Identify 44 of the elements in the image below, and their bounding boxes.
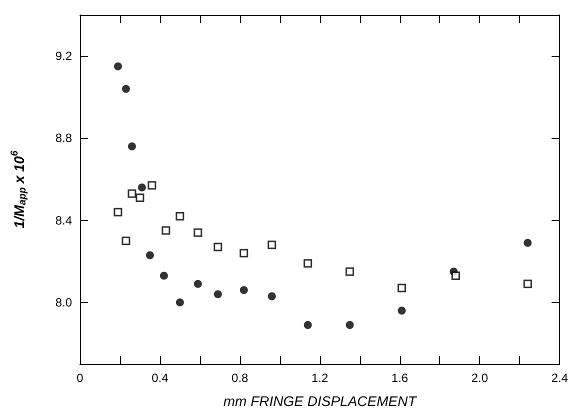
point — [146, 251, 154, 260]
point — [194, 228, 202, 237]
y-tick-label: 8.0 — [55, 295, 72, 310]
point — [176, 298, 184, 306]
point — [160, 272, 168, 280]
point — [128, 142, 136, 150]
point — [268, 240, 276, 250]
point — [268, 292, 276, 300]
x-tick-label: 2.0 — [471, 371, 488, 385]
point — [128, 189, 136, 198]
x-tick-label: 1.6 — [391, 371, 408, 385]
x-tick-label: 0.4 — [152, 371, 169, 385]
x-axis-title: mm FRINGE DISPLACEMENT — [223, 393, 418, 409]
point — [136, 193, 144, 202]
x-tick-label: 1.2 — [311, 371, 328, 385]
point — [122, 84, 130, 93]
point — [304, 259, 312, 268]
point — [176, 212, 184, 220]
x-tick-label: 0 — [76, 371, 84, 385]
point — [240, 286, 248, 294]
point — [214, 290, 222, 298]
point — [523, 280, 532, 288]
point — [162, 226, 170, 235]
y-tick-label: 8.4 — [55, 213, 72, 228]
point — [114, 62, 122, 70]
x-tick-label: 2.4 — [551, 371, 568, 385]
y-tick-label: 9.2 — [55, 49, 72, 64]
point — [304, 320, 312, 329]
point — [194, 280, 202, 288]
point — [240, 248, 248, 258]
y-tick-label: 8.8 — [55, 131, 72, 146]
point — [398, 306, 406, 315]
point — [398, 284, 406, 292]
point — [346, 267, 354, 276]
point — [451, 271, 460, 280]
y-axis-title: 1/Mapp x 106 — [10, 150, 28, 228]
point — [148, 181, 156, 190]
point — [214, 242, 222, 252]
point — [122, 236, 130, 246]
point — [114, 208, 122, 216]
point — [524, 238, 532, 247]
point — [138, 183, 146, 192]
point — [346, 320, 354, 329]
x-tick-label: 0.8 — [232, 371, 249, 385]
